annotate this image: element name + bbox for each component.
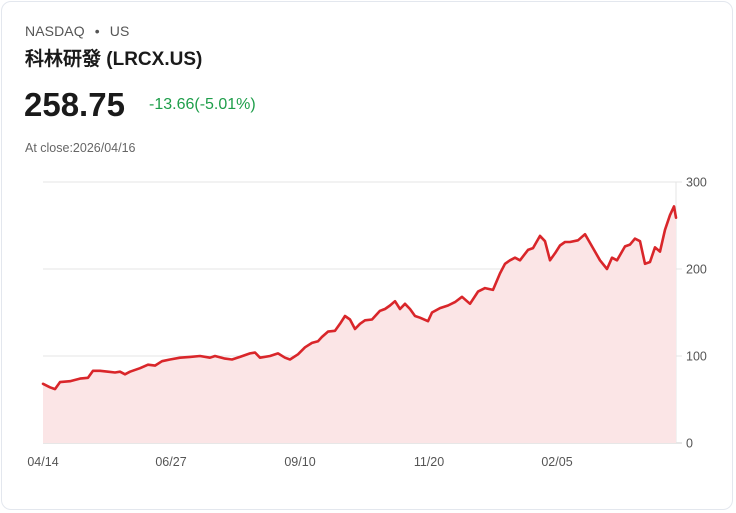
y-tick-label: 300 <box>686 176 707 190</box>
close-date: At close:2026/04/16 <box>25 141 136 155</box>
exchange-label: NASDAQ • US <box>25 23 129 39</box>
price-line <box>41 205 678 391</box>
exchange-name: NASDAQ <box>25 23 85 39</box>
stock-title: 科林研發 (LRCX.US) <box>25 49 203 70</box>
x-tick-label: 02/05 <box>541 455 572 469</box>
y-axis: 0 100 200 300 <box>686 176 707 451</box>
price-change: -13.66(-5.01%) <box>149 96 256 113</box>
y-tick-label: 0 <box>686 437 693 451</box>
x-axis: 04/14 06/27 09/10 11/20 02/05 <box>27 455 572 469</box>
x-tick-label: 11/20 <box>414 455 444 469</box>
x-tick-label: 06/27 <box>155 455 186 469</box>
y-tick-label: 100 <box>686 350 707 364</box>
y-tick-label: 200 <box>686 263 707 277</box>
current-price: 258.75 <box>24 86 125 123</box>
x-tick-label: 09/10 <box>284 455 315 469</box>
separator-dot: • <box>94 23 100 39</box>
x-tick-label: 04/14 <box>27 455 58 469</box>
country-label: US <box>109 23 130 39</box>
